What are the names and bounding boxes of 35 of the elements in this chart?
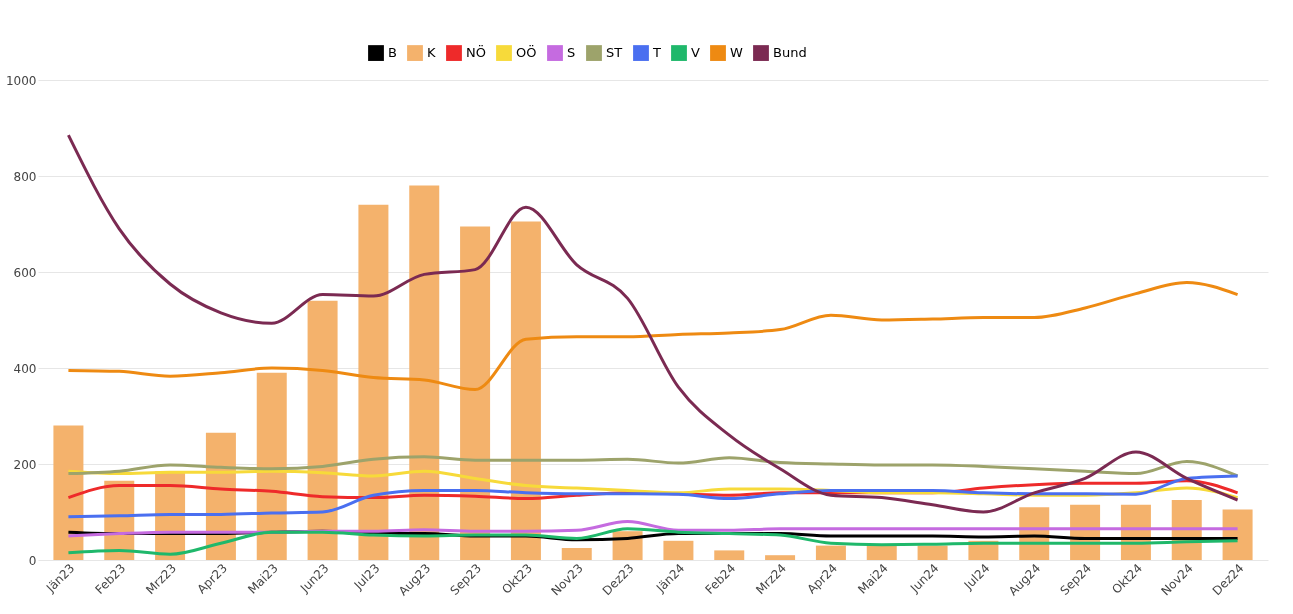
legend-label: W xyxy=(730,45,743,61)
legend-label: K xyxy=(427,45,436,61)
bar xyxy=(714,550,745,560)
bar xyxy=(765,555,796,560)
bar xyxy=(256,372,287,560)
bar xyxy=(1222,509,1253,560)
legend-label: B xyxy=(388,45,397,61)
y-tick-label: 1000 xyxy=(5,73,37,88)
line-series xyxy=(66,281,1240,392)
y-tick-label: 200 xyxy=(13,457,37,472)
line-series xyxy=(66,455,1240,478)
bar xyxy=(409,185,440,560)
legend-label: NÖ xyxy=(466,44,486,61)
bar xyxy=(358,204,389,560)
bar xyxy=(815,545,846,560)
legend-label: V xyxy=(691,45,700,61)
legend-label: S xyxy=(567,45,576,61)
bar xyxy=(866,545,897,560)
y-tick-label: 400 xyxy=(13,361,37,376)
legend-label: ST xyxy=(606,45,623,61)
y-tick-label: 800 xyxy=(13,169,37,184)
line-series xyxy=(66,474,1240,519)
legend-label: OÖ xyxy=(516,44,537,61)
y-tick-label: 600 xyxy=(13,265,37,280)
legend-label: Bund xyxy=(773,45,807,61)
y-tick-label: 0 xyxy=(28,553,37,568)
bar xyxy=(53,425,84,560)
bar xyxy=(561,548,592,560)
legend-label: T xyxy=(652,45,661,61)
bar xyxy=(510,221,541,560)
bar xyxy=(917,545,948,560)
line-series xyxy=(66,527,1240,556)
line-series xyxy=(66,133,1240,514)
bar xyxy=(663,540,694,560)
line-series xyxy=(66,520,1240,538)
